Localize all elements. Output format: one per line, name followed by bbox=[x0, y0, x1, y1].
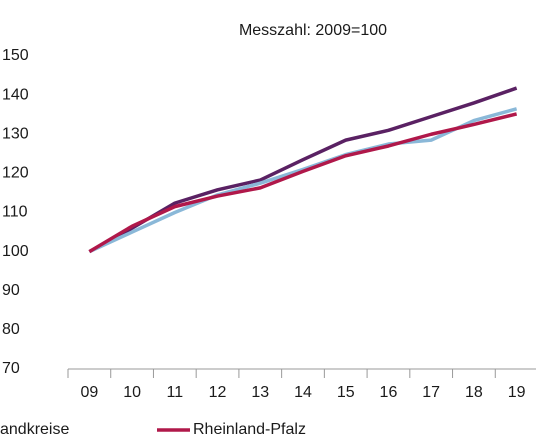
y-tick-label: 130 bbox=[2, 125, 29, 142]
y-tick-label: 100 bbox=[2, 243, 29, 260]
x-tick-label: 13 bbox=[251, 384, 269, 401]
x-tick-label: 10 bbox=[123, 384, 141, 401]
series-line bbox=[88, 112, 518, 254]
x-tick-label: 12 bbox=[209, 384, 227, 401]
x-tick-label: 14 bbox=[294, 384, 312, 401]
legend-label: andkreise bbox=[0, 421, 69, 438]
x-tick-label: 19 bbox=[508, 384, 526, 401]
legend-label: Rheinland-Pfalz bbox=[193, 421, 306, 438]
y-tick-label: 80 bbox=[2, 321, 20, 338]
y-tick-label: 90 bbox=[2, 282, 20, 299]
x-tick-label: 15 bbox=[337, 384, 355, 401]
series-line bbox=[88, 107, 518, 254]
x-tick-label: 11 bbox=[167, 384, 184, 401]
y-tick-label: 140 bbox=[2, 86, 29, 103]
y-tick-label: 110 bbox=[2, 204, 28, 221]
chart-title: Messzahl: 2009=100 bbox=[239, 22, 387, 39]
x-tick-label: 09 bbox=[80, 384, 98, 401]
x-tick-label: 17 bbox=[422, 384, 440, 401]
y-tick-label: 70 bbox=[2, 360, 20, 377]
y-tick-label: 150 bbox=[2, 47, 29, 64]
x-tick-label: 18 bbox=[465, 384, 483, 401]
y-tick-label: 120 bbox=[2, 165, 29, 182]
x-tick-label: 16 bbox=[380, 384, 398, 401]
